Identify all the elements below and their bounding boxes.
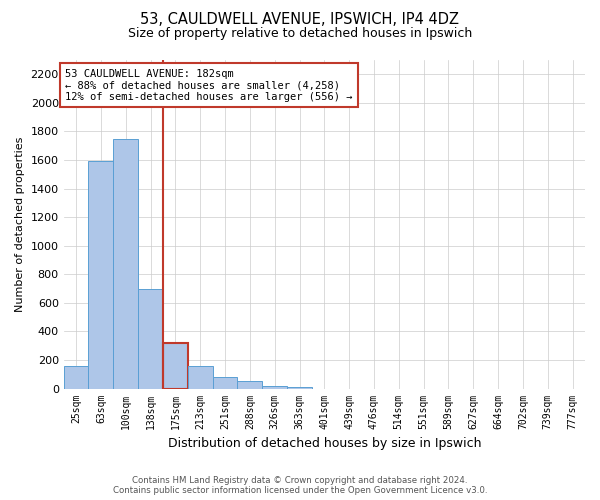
Bar [138, 288, 163, 388]
Bar [113, 138, 138, 388]
Text: 53, CAULDWELL AVENUE, IPSWICH, IP4 4DZ: 53, CAULDWELL AVENUE, IPSWICH, IP4 4DZ [140, 12, 460, 28]
Text: 53 CAULDWELL AVENUE: 182sqm
← 88% of detached houses are smaller (4,258)
12% of : 53 CAULDWELL AVENUE: 182sqm ← 88% of det… [65, 68, 352, 102]
Text: Contains HM Land Registry data © Crown copyright and database right 2024.
Contai: Contains HM Land Registry data © Crown c… [113, 476, 487, 495]
Y-axis label: Number of detached properties: Number of detached properties [15, 136, 25, 312]
X-axis label: Distribution of detached houses by size in Ipswich: Distribution of detached houses by size … [167, 437, 481, 450]
Bar [238, 382, 262, 388]
Text: Size of property relative to detached houses in Ipswich: Size of property relative to detached ho… [128, 28, 472, 40]
Bar [88, 162, 113, 388]
Bar [188, 366, 212, 388]
Bar [64, 366, 88, 388]
Bar [212, 377, 238, 388]
Bar [287, 387, 312, 388]
Bar [262, 386, 287, 388]
Bar [163, 343, 188, 388]
